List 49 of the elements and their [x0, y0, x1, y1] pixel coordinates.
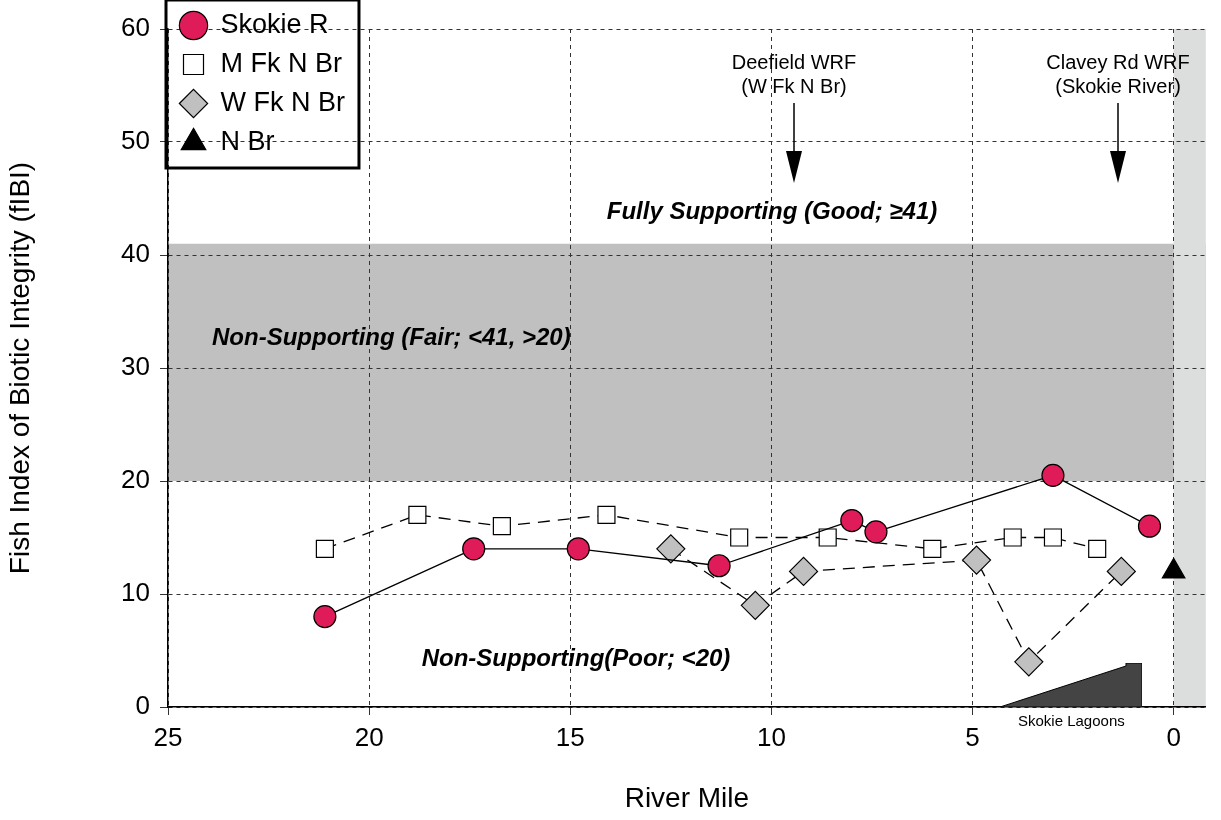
point: [1003, 528, 1022, 547]
legend-label: N Br: [220, 125, 275, 156]
point: [1137, 514, 1162, 538]
annotation: Fully Supporting (Good; ≥41): [606, 196, 938, 224]
point: [315, 539, 334, 558]
x-axis-title: River Mile: [624, 781, 750, 813]
point: [597, 505, 616, 524]
y-tick-label: 40: [121, 238, 150, 269]
point: [462, 537, 486, 561]
point: [818, 528, 837, 547]
point: [566, 537, 590, 561]
y-tick-label: 60: [121, 12, 150, 43]
point: [492, 517, 511, 536]
x-tick-label: 0: [1166, 721, 1181, 752]
point: [730, 528, 749, 547]
point: [740, 590, 770, 620]
y-tick-label: 30: [121, 351, 150, 382]
point: [1043, 528, 1063, 547]
x-tick-label: 20: [354, 721, 384, 752]
y-tick-label: 50: [121, 125, 150, 156]
annotation: Deefield WRF (W Fk N Br): [731, 50, 857, 97]
band-label: Non-Supporting (Fair; <41, >20): [212, 323, 571, 351]
point: [1014, 647, 1044, 677]
point: [788, 556, 819, 586]
point: [313, 605, 337, 629]
point: [1088, 539, 1107, 558]
x-tick-label: 10: [756, 721, 786, 752]
x-tick-label: 15: [555, 721, 585, 752]
legend-label: W Fk N Br: [220, 86, 345, 117]
point: [1106, 556, 1136, 586]
annotation: Non-Supporting(Poor; <20): [421, 643, 731, 671]
y-tick-label: 0: [135, 690, 150, 721]
annotation: Clavey Rd WRF (Skokie River): [1046, 50, 1190, 97]
point: [840, 508, 864, 533]
y-tick-label: 20: [121, 464, 150, 495]
y-axis-title: Fish Index of Biotic Integrity (fIBI): [3, 161, 35, 575]
point: [961, 545, 992, 575]
x-tick-label: 5: [965, 721, 980, 752]
y-tick-label: 10: [121, 577, 150, 608]
legend-label: Skokie R: [220, 8, 329, 39]
text: Skokie Lagoons: [1018, 712, 1125, 729]
point: [656, 534, 686, 564]
legend-label: M Fk N Br: [220, 47, 342, 78]
point: [1041, 463, 1065, 487]
point: [707, 554, 731, 578]
point: [864, 520, 888, 544]
x-tick-label: 25: [153, 721, 183, 752]
point: [408, 505, 427, 524]
point: [923, 539, 942, 558]
